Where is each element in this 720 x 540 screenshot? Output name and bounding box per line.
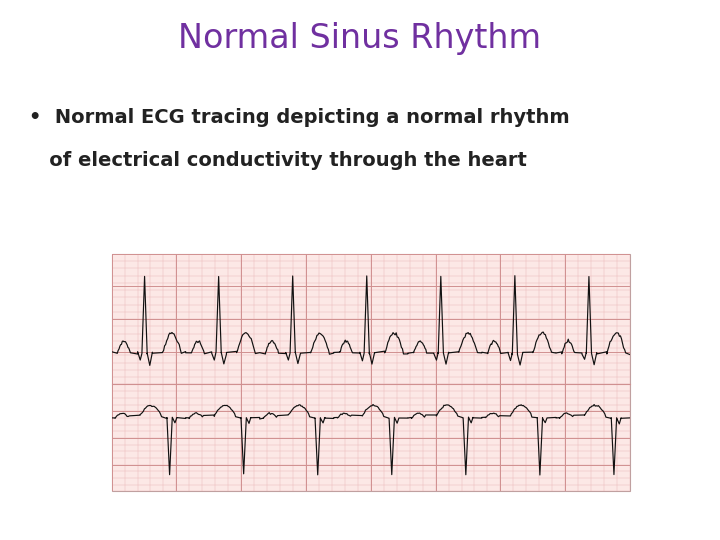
- Text: Normal Sinus Rhythm: Normal Sinus Rhythm: [179, 22, 541, 55]
- Text: •  Normal ECG tracing depicting a normal rhythm: • Normal ECG tracing depicting a normal …: [29, 108, 570, 127]
- Text: of electrical conductivity through the heart: of electrical conductivity through the h…: [29, 151, 526, 170]
- FancyBboxPatch shape: [112, 254, 630, 491]
